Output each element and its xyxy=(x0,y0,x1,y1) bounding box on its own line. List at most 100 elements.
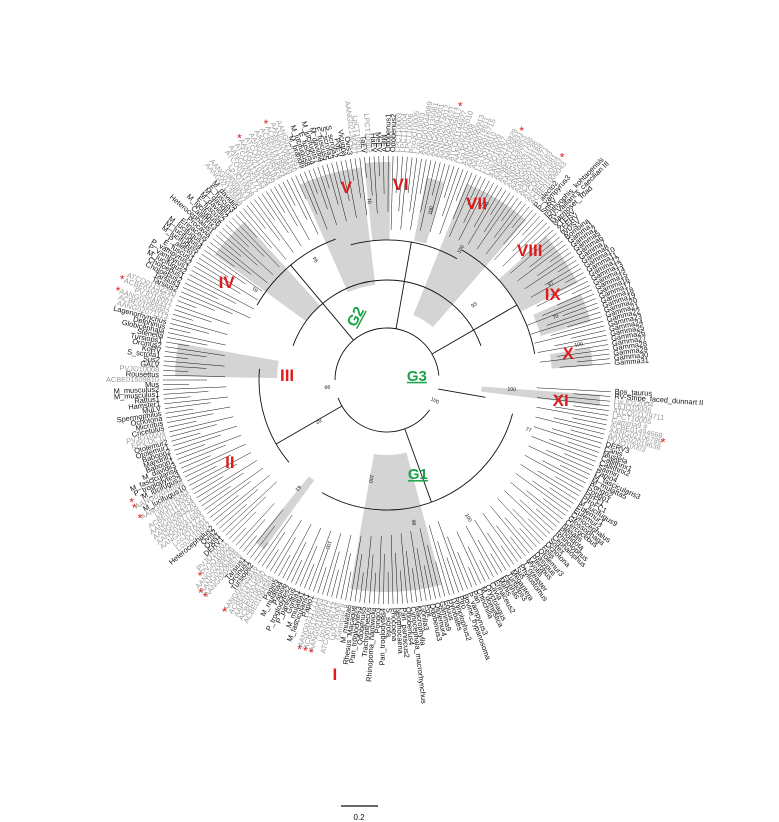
leaf-branch xyxy=(201,253,246,285)
tree-branches xyxy=(163,156,611,604)
leaf-label: S_scrofa1 xyxy=(127,347,161,359)
leaf-label: Trachypithecus xyxy=(360,607,373,658)
bootstrap-value: 100 xyxy=(463,513,473,524)
leaf-branch xyxy=(331,569,339,598)
leaf-branch xyxy=(181,455,211,469)
leaf-branch xyxy=(168,420,197,428)
leaf-label: LPCT10004 xyxy=(398,113,410,153)
leaf-branch xyxy=(262,193,289,234)
leaf-branch xyxy=(222,227,274,276)
leaf-branch xyxy=(437,520,464,591)
leaf-branch xyxy=(174,434,221,451)
leaf-branch xyxy=(457,551,473,588)
leaf-label: Pan_paniscus2 xyxy=(399,607,411,658)
asterisk-marker: * xyxy=(560,150,565,164)
leaf-label: Ptro xyxy=(456,594,469,610)
leaf-branch xyxy=(373,572,377,604)
leaf-branch xyxy=(295,527,322,585)
leaf-branch xyxy=(170,424,217,437)
leaf-branch xyxy=(354,554,363,602)
leaf-label: GALV xyxy=(140,359,160,369)
leaf-branch xyxy=(419,161,436,231)
leaf-branch xyxy=(565,272,584,283)
leaf-branch xyxy=(331,162,347,222)
leaf-branch xyxy=(250,525,276,558)
leaf-label: MiEV xyxy=(379,134,388,152)
leaf-branch xyxy=(212,474,270,522)
leaf-branch xyxy=(420,160,432,213)
leaf-branch xyxy=(407,157,413,194)
clade-label: IX xyxy=(545,285,562,304)
clade-label: VI xyxy=(393,175,409,194)
leaf-branch xyxy=(209,495,239,518)
leaf-branch xyxy=(406,550,413,603)
leaf-branch xyxy=(270,188,286,213)
leaf-branch xyxy=(274,186,298,227)
leaf-branch xyxy=(535,416,605,435)
leaf-branch xyxy=(326,164,339,205)
leaf-branch xyxy=(537,339,608,353)
leaf-branch xyxy=(163,386,227,390)
asterisk-marker: * xyxy=(661,436,666,450)
leaf-branch xyxy=(201,485,231,507)
leaf-branch xyxy=(187,466,217,482)
asterisk-marker: * xyxy=(132,501,137,515)
leaf-branch xyxy=(572,417,607,426)
leaf-branch xyxy=(169,416,234,433)
leaf-branch xyxy=(295,175,307,200)
leaf-branch xyxy=(191,270,224,289)
leaf-branch xyxy=(409,157,418,212)
leaf-branch xyxy=(291,177,319,235)
leaf-branch xyxy=(515,473,569,512)
leaf-branch xyxy=(549,439,598,458)
leaf-branch xyxy=(511,206,530,228)
leaf-branch xyxy=(504,490,551,534)
leaf-branch xyxy=(456,531,481,584)
leaf-branch xyxy=(364,536,372,603)
leaf-branch xyxy=(479,182,494,210)
leaf-branch xyxy=(373,156,378,214)
leaf-branch xyxy=(573,393,611,397)
leaf-branch xyxy=(520,464,577,500)
leaf-branch xyxy=(562,302,598,317)
backbone-branch xyxy=(431,304,518,355)
leaf-branch xyxy=(427,545,441,598)
leaf-branch xyxy=(164,396,228,405)
leaf-branch xyxy=(519,499,554,531)
leaf-branch xyxy=(455,170,468,201)
leaf-branch xyxy=(171,318,228,335)
leaf-branch xyxy=(535,508,557,527)
leaf-branch xyxy=(196,261,258,301)
leaf-branch xyxy=(191,463,238,490)
leaf-branch xyxy=(410,158,422,230)
leaf-branch xyxy=(164,355,189,359)
leaf-branch xyxy=(317,166,337,226)
leaf-branch xyxy=(400,570,403,604)
leaf-branch xyxy=(175,304,230,325)
leaf-branch xyxy=(446,557,459,593)
leaf-branch xyxy=(286,179,308,220)
clade-highlight xyxy=(498,236,578,312)
leaf-branch xyxy=(193,476,224,494)
leaf-branch xyxy=(543,498,566,516)
leaf-branch xyxy=(335,534,352,599)
leaf-branch xyxy=(483,192,511,233)
backbone-branch xyxy=(258,368,290,463)
leaf-branch xyxy=(395,552,399,604)
leaf-branch xyxy=(304,171,328,230)
leaf-branch xyxy=(468,566,477,586)
leaf-branch xyxy=(359,572,364,603)
leaf-branch xyxy=(167,337,208,346)
leaf-branch xyxy=(485,203,526,255)
leaf-branch xyxy=(175,444,206,456)
leaf-label: Hamster1 xyxy=(128,399,161,411)
leaf-branch xyxy=(395,156,399,194)
clade-highlight xyxy=(414,177,444,244)
leaf-branch xyxy=(278,554,291,577)
leaf-branch xyxy=(467,187,503,245)
leaf-branch xyxy=(242,208,287,260)
leaf-branch xyxy=(335,161,342,185)
leaf-branch xyxy=(354,158,361,198)
leaf-label: Phocoena xyxy=(389,608,399,642)
